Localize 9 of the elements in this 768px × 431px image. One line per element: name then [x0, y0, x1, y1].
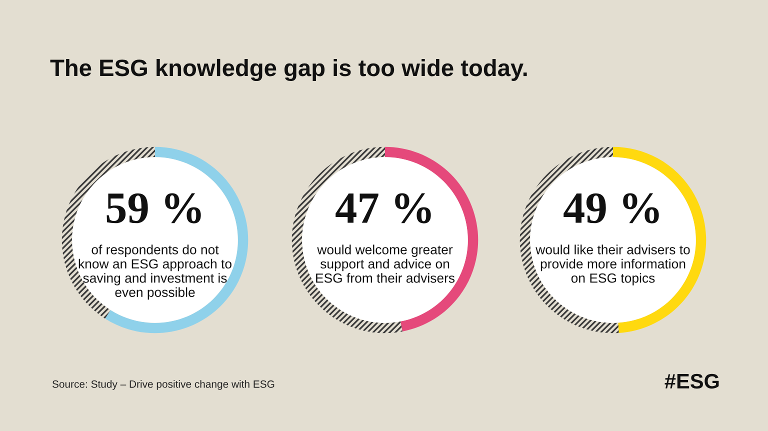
data-label: 47 %	[336, 193, 431, 224]
text: would like their advisers to provide more information on ESG topics	[536, 244, 690, 286]
text: would welcome greater support and advice on ESG from their advisers	[316, 244, 455, 283]
text: #ESG	[664, 374, 719, 389]
source-note: Source: Study – Drive positive change with ESG	[52, 380, 274, 390]
text: of respondents do not know an ESG approach to saving and investment is even possible	[78, 244, 232, 300]
data-label: 59 %	[106, 193, 201, 224]
text: The ESG knowledge gap is too wide today.	[50, 58, 527, 82]
data-label: 49 %	[564, 193, 659, 224]
